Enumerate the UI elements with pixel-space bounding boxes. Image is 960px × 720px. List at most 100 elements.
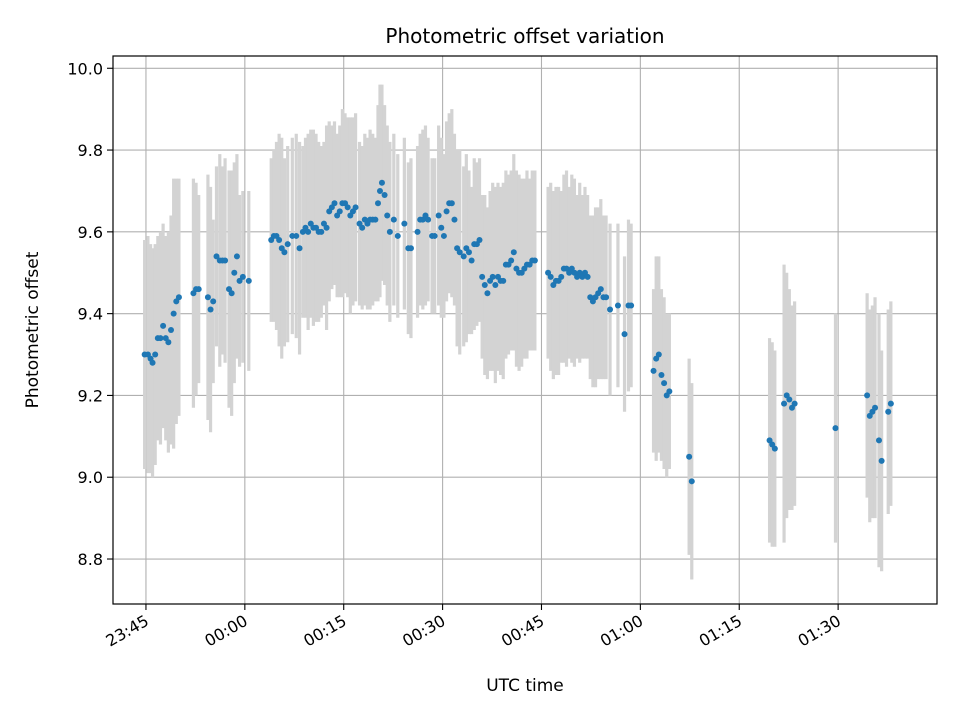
data-point	[336, 208, 343, 215]
data-point	[160, 322, 167, 329]
y-tick-label: 9.6	[78, 223, 103, 242]
data-point	[688, 478, 695, 485]
data-point	[489, 273, 496, 280]
y-axis-label: Photometric offset	[23, 251, 43, 408]
y-tick-label: 9.4	[78, 305, 103, 324]
x-tick-label: 00:15	[300, 611, 349, 651]
data-point	[468, 257, 475, 264]
data-point	[661, 380, 668, 387]
data-point	[435, 212, 442, 219]
data-point	[236, 277, 243, 284]
data-point	[381, 192, 388, 199]
data-point	[231, 269, 238, 276]
data-point	[460, 253, 467, 260]
data-point	[318, 228, 325, 235]
data-point	[305, 228, 312, 235]
data-point	[686, 453, 693, 460]
data-point	[448, 200, 455, 207]
data-point	[440, 232, 447, 239]
data-point	[372, 216, 379, 223]
data-point	[170, 310, 177, 317]
data-point	[547, 273, 554, 280]
data-point	[323, 224, 330, 231]
data-point	[233, 253, 240, 260]
data-point	[210, 298, 217, 305]
data-point	[414, 228, 421, 235]
data-point	[344, 204, 351, 211]
data-point	[771, 445, 778, 452]
chart-title: Photometric offset variation	[385, 24, 664, 48]
data-point	[864, 392, 871, 399]
y-tick-label: 9.2	[78, 386, 103, 405]
data-point	[165, 339, 172, 346]
data-point	[508, 257, 515, 264]
data-point	[293, 232, 300, 239]
data-point	[157, 335, 164, 342]
y-tick-label: 9.8	[78, 141, 103, 160]
data-point	[791, 400, 798, 407]
data-point	[584, 273, 591, 280]
data-point	[481, 282, 488, 289]
data-point	[465, 249, 472, 256]
plot-frame	[112, 55, 938, 605]
data-point	[213, 253, 220, 260]
data-point	[359, 224, 366, 231]
data-point	[558, 273, 565, 280]
data-point	[887, 400, 894, 407]
data-point	[476, 237, 483, 244]
x-tick-layer: 23:45 00:00 00:15 00:30 00:45 01:00 01:15 01:30	[103, 604, 844, 651]
x-tick-label: 01:15	[696, 611, 745, 651]
data-point	[510, 249, 517, 256]
data-point	[492, 282, 499, 289]
data-point	[479, 273, 486, 280]
data-point	[407, 245, 414, 252]
data-point	[875, 437, 882, 444]
data-point	[484, 290, 491, 297]
x-tick-label: 00:45	[498, 611, 547, 651]
data-point	[607, 306, 614, 313]
data-point	[655, 351, 662, 358]
data-point	[425, 216, 432, 223]
x-tick-label: 01:30	[795, 611, 844, 651]
data-point	[245, 277, 252, 284]
data-point	[628, 302, 635, 309]
data-point	[431, 232, 438, 239]
data-point	[443, 208, 450, 215]
data-point	[438, 224, 445, 231]
x-tick-label: 00:30	[399, 611, 448, 651]
data-point	[384, 212, 391, 219]
point-layer	[141, 179, 894, 485]
x-tick-label: 01:00	[597, 611, 646, 651]
data-point	[207, 306, 214, 313]
data-point	[878, 457, 885, 464]
x-tick-label: 23:45	[103, 611, 152, 651]
data-point	[281, 249, 288, 256]
data-point	[500, 277, 507, 284]
data-point	[386, 228, 393, 235]
y-tick-label: 10.0	[67, 59, 103, 78]
data-point	[786, 396, 793, 403]
y-tick-label: 8.8	[78, 550, 103, 569]
data-point	[394, 232, 401, 239]
data-point	[195, 286, 202, 293]
data-point	[276, 237, 283, 244]
x-axis-label: UTC time	[486, 676, 564, 696]
y-tick-label: 9.0	[78, 468, 103, 487]
data-point	[296, 245, 303, 252]
data-point	[152, 351, 159, 358]
data-point	[872, 404, 879, 411]
data-point	[374, 200, 381, 207]
data-point	[168, 327, 175, 333]
data-point	[222, 257, 229, 264]
data-point	[658, 371, 665, 378]
data-point	[832, 425, 839, 432]
data-point	[175, 294, 182, 301]
data-point	[284, 241, 291, 248]
data-point	[390, 216, 397, 223]
data-point	[352, 204, 359, 211]
data-point	[603, 294, 610, 301]
data-point	[228, 290, 235, 297]
data-point	[531, 257, 538, 264]
data-point	[451, 216, 458, 223]
